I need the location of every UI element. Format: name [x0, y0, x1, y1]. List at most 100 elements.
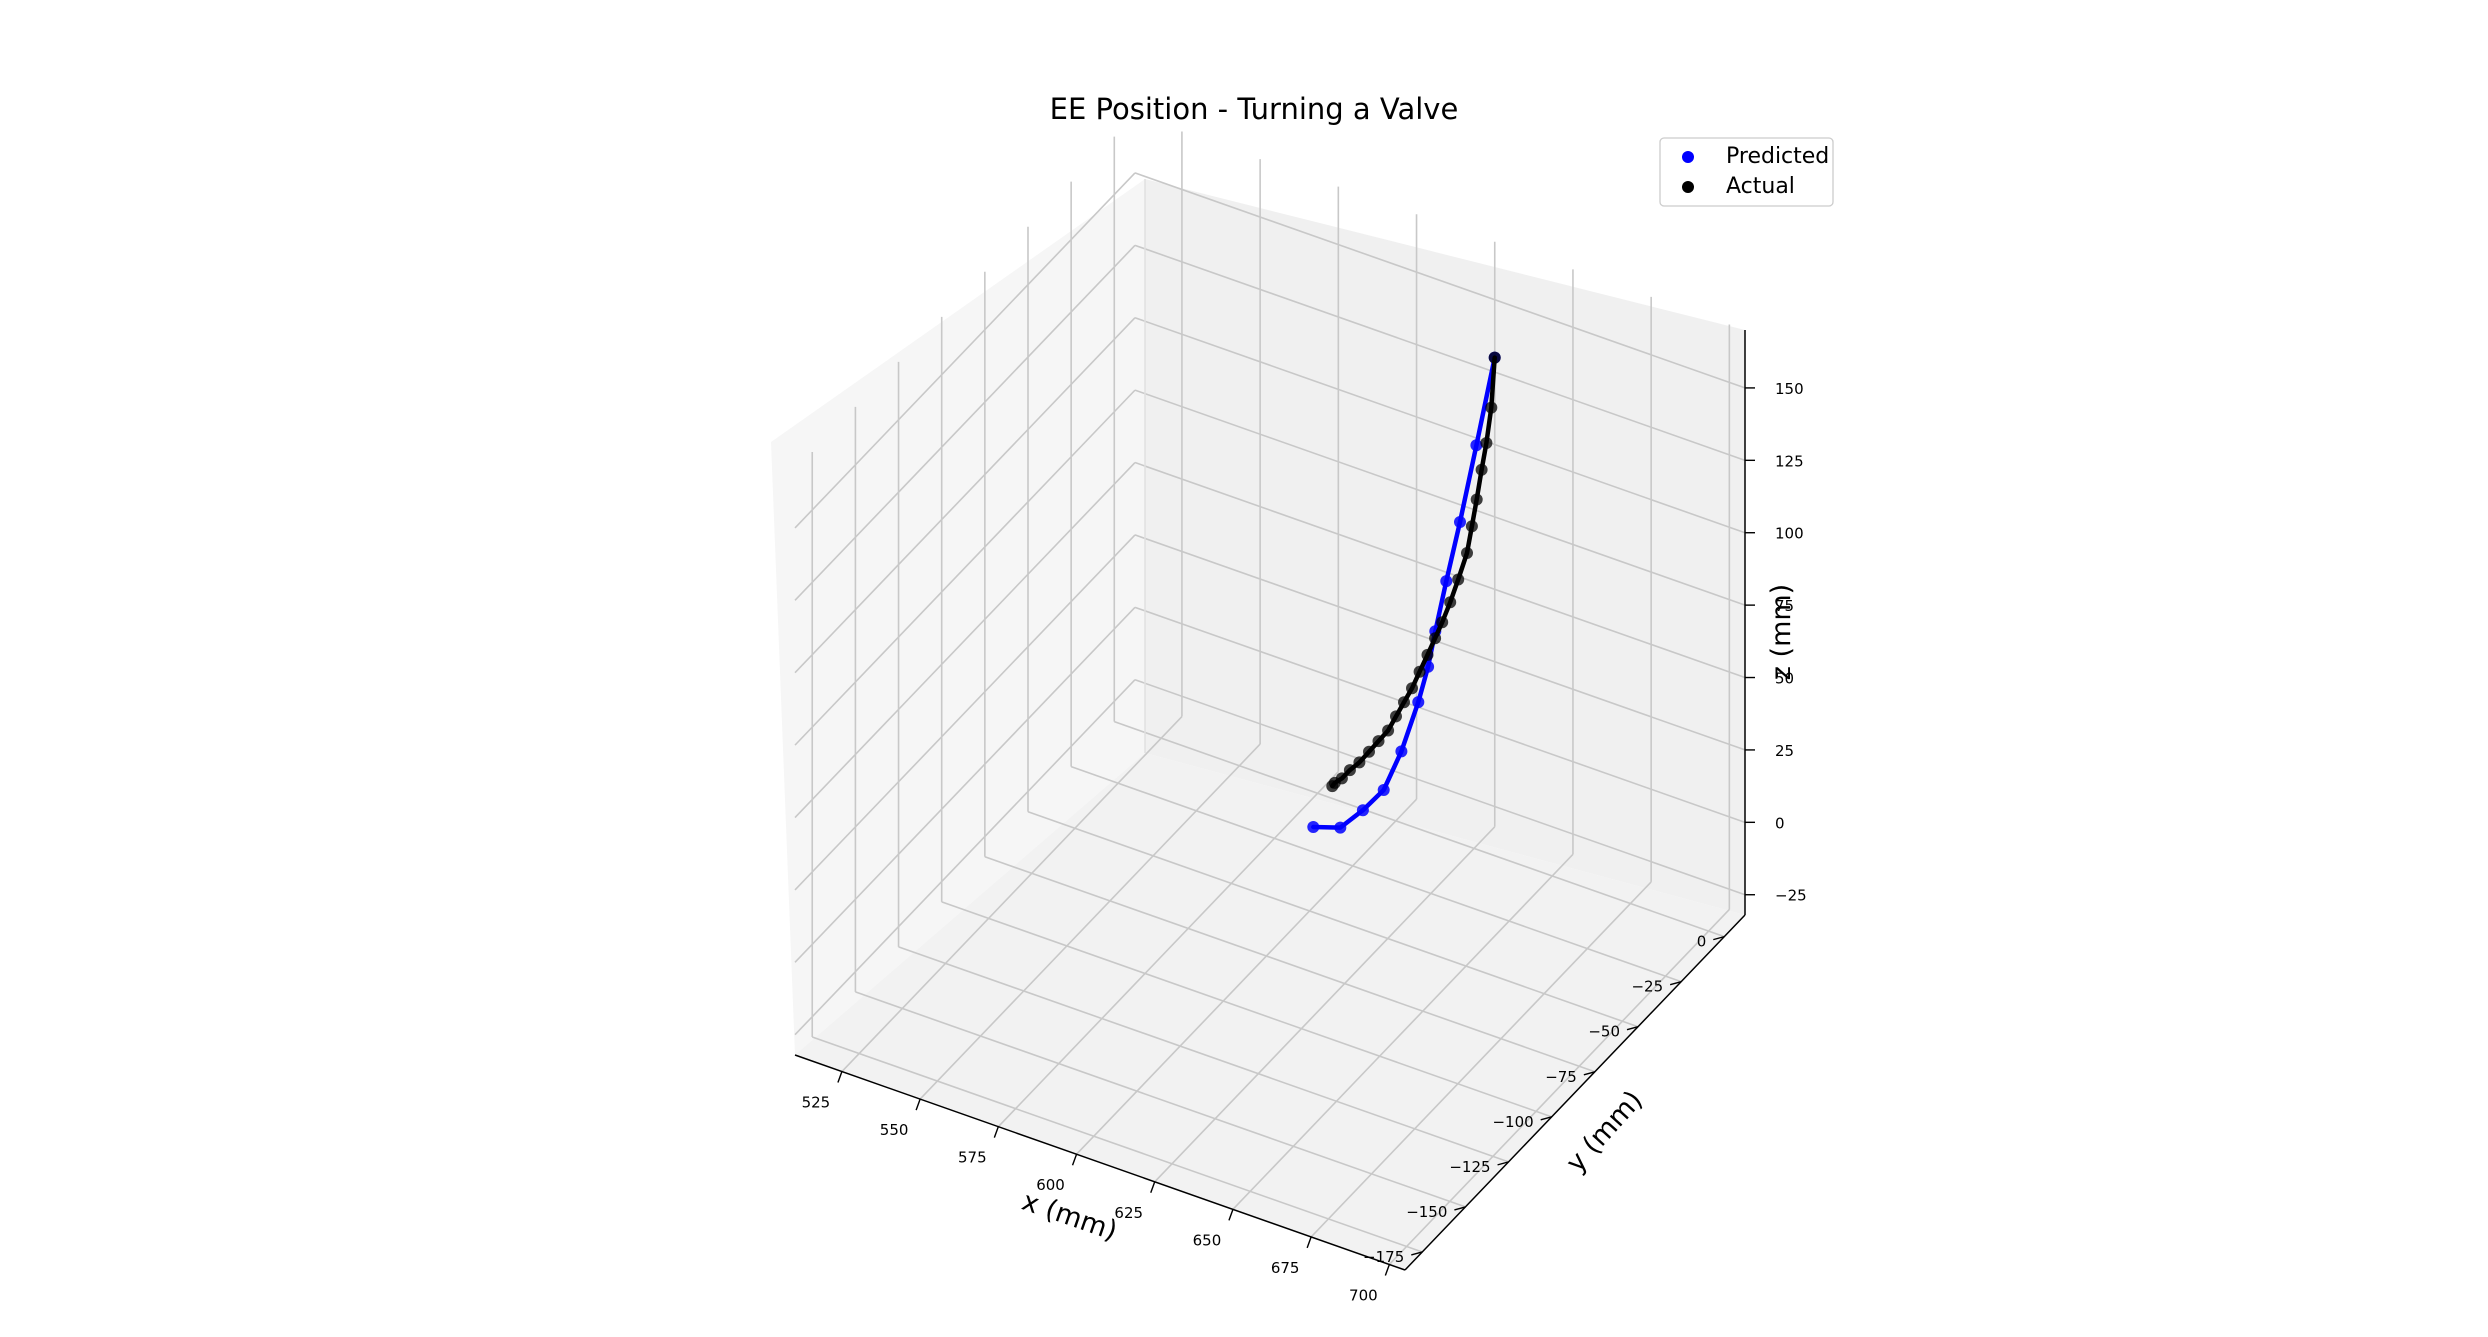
data-point-predicted	[1395, 745, 1408, 758]
grid-line-x-floor	[841, 715, 1183, 1073]
x-tick-label: 625	[1114, 1204, 1143, 1222]
grid-line-y-floor	[1027, 810, 1639, 1028]
grid-lines	[794, 131, 1746, 1266]
x-tick	[1228, 1209, 1234, 1221]
data-point-actual	[1429, 632, 1442, 645]
grid-line-z-back	[1134, 244, 1746, 462]
data-point-predicted	[1470, 439, 1483, 452]
data-point-actual	[1343, 764, 1356, 777]
axis-ticks	[837, 387, 1755, 1276]
legend-marker-predicted	[1682, 151, 1694, 163]
x-tick-label: 675	[1271, 1259, 1300, 1277]
grid-line-z-back	[1134, 389, 1746, 606]
legend: Predicted Actual	[1659, 137, 1834, 207]
grid-line-x-floor	[997, 771, 1339, 1128]
x-tick-label: 575	[958, 1149, 987, 1167]
grid-line-x-floor	[1154, 826, 1496, 1183]
data-point-actual	[1461, 547, 1473, 559]
grid-line-z-back	[1134, 461, 1746, 679]
grid-line-x-floor	[1310, 881, 1652, 1238]
z-tick-label: 50	[1775, 670, 1794, 688]
grid-line-z-left	[794, 534, 1136, 891]
x-tick	[837, 1071, 843, 1083]
y-tick	[1583, 1071, 1596, 1076]
back-wall-xz-pane	[1145, 179, 1745, 915]
grid-line-z-back	[1134, 606, 1746, 824]
x-tick-label: 550	[880, 1121, 909, 1139]
x-tick-label: 525	[802, 1094, 831, 1112]
data-point-actual	[1444, 596, 1457, 609]
z-tick-label: 75	[1775, 597, 1794, 615]
data-point-predicted	[1440, 575, 1453, 588]
grid-line-z-left	[794, 389, 1136, 746]
y-axis-label: y (mm)	[1560, 1085, 1649, 1179]
data-point-predicted	[1334, 821, 1347, 834]
x-tick	[915, 1098, 921, 1111]
legend-label-actual: Actual	[1726, 174, 1795, 199]
grid-line-z-back	[1134, 172, 1746, 389]
y-tick-label: −175	[1363, 1248, 1404, 1266]
z-tick-label: 125	[1775, 452, 1804, 470]
axis-tick-labels: 525 550 575 600 625 650 675 700 0 −25 −50 −75 −100 −1…	[802, 380, 1807, 1305]
y-tick-label: 0	[1697, 933, 1707, 951]
y-tick-label: −50	[1588, 1023, 1620, 1041]
left-wall-yz-pane	[771, 179, 1145, 1055]
legend-box	[1659, 137, 1834, 207]
grid-line-z-back	[1134, 316, 1746, 534]
data-point-actual	[1436, 616, 1449, 629]
data-point-actual	[1421, 648, 1434, 661]
grid-line-z-left	[794, 244, 1136, 601]
legend-label-predicted: Predicted	[1726, 144, 1829, 169]
x-tick	[1071, 1153, 1078, 1166]
grid-line-y-floor	[811, 1036, 1423, 1253]
grid-line-y-floor	[855, 991, 1466, 1208]
data-point-actual	[1390, 710, 1402, 723]
y-tick-label: −100	[1492, 1113, 1533, 1131]
x-tick	[1384, 1264, 1391, 1276]
data-point-actual	[1353, 756, 1366, 769]
grid-line-x-floor	[1232, 853, 1574, 1210]
grid-line-z-left	[794, 461, 1136, 819]
z-axis-label: z (mm)	[1766, 584, 1797, 680]
x-tick-label: 600	[1036, 1176, 1065, 1194]
data-point-actual	[1488, 351, 1501, 364]
data-point-actual	[1470, 493, 1483, 506]
x-tick	[1306, 1236, 1312, 1249]
z-tick-label: −25	[1775, 887, 1807, 905]
data-point-actual	[1485, 401, 1498, 414]
grid-line-x-floor	[1388, 908, 1730, 1266]
grid-line-z-left	[794, 606, 1136, 963]
grid-line-x-floor	[919, 743, 1261, 1100]
data-series	[1307, 351, 1501, 834]
data-point-actual	[1406, 682, 1418, 695]
data-point-actual	[1382, 724, 1395, 737]
grid-line-y-floor	[984, 856, 1596, 1073]
data-point-actual	[1326, 780, 1339, 793]
data-point-actual	[1363, 745, 1375, 758]
y-tick-label: −75	[1545, 1068, 1577, 1086]
axis-lines	[794, 330, 1746, 1271]
y-axis-line	[1404, 914, 1746, 1271]
grid-line-x-floor	[1075, 798, 1418, 1155]
z-tick-label: 25	[1775, 742, 1794, 760]
grid-line-y-floor	[941, 901, 1552, 1118]
z-tick-label: 100	[1775, 525, 1804, 543]
y-tick	[1540, 1116, 1552, 1121]
z-tick-label: 150	[1775, 380, 1804, 398]
grid-line-y-floor	[1114, 720, 1725, 938]
data-point-actual	[1452, 573, 1465, 586]
x-axis-line	[794, 1054, 1406, 1271]
grid-line-z-left	[794, 679, 1136, 1036]
data-point-predicted	[1377, 784, 1390, 796]
data-point-predicted	[1307, 821, 1320, 833]
chart-title: EE Position - Turning a Valve	[1050, 92, 1459, 126]
series-actual	[1326, 351, 1501, 793]
data-point-actual	[1465, 520, 1478, 533]
grid-line-y-floor	[1070, 765, 1682, 983]
y-tick	[1669, 980, 1682, 986]
grid-line-z-left	[794, 317, 1136, 674]
y-tick	[1713, 935, 1725, 941]
legend-marker-actual	[1682, 181, 1694, 193]
x-tick-label: 700	[1349, 1286, 1378, 1304]
